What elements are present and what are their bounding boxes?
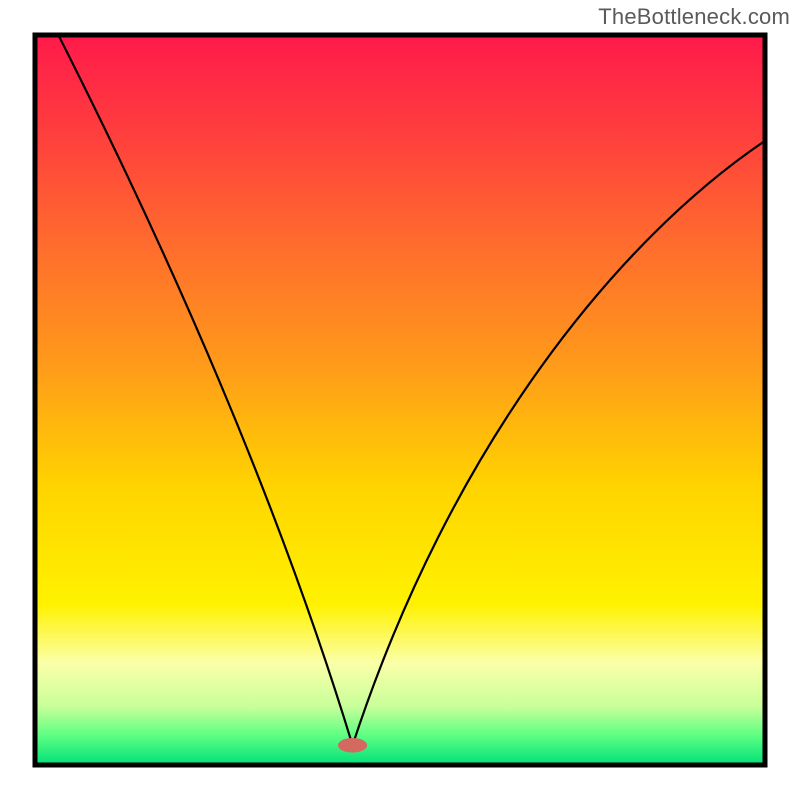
optimum-marker <box>338 738 367 753</box>
watermark-text: TheBottleneck.com <box>598 4 790 30</box>
bottleneck-chart <box>0 0 800 800</box>
plot-background <box>35 35 765 765</box>
